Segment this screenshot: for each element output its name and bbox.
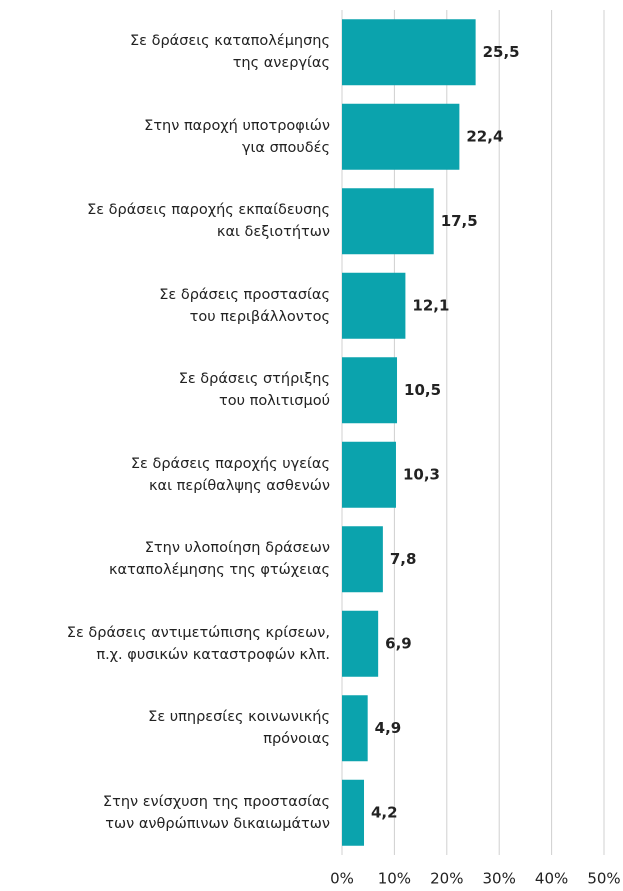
category-label: Σε δράσεις παροχής υγείας και περίθαλψης… [130, 455, 330, 494]
category-label: Σε δράσεις καταπολέμησης της ανεργίας [129, 33, 330, 72]
value-label: 17,5 [441, 212, 478, 230]
value-label: 7,8 [390, 550, 417, 568]
bar [342, 695, 368, 762]
value-label: 6,9 [385, 634, 412, 652]
bar [342, 103, 460, 170]
x-tick-label: 50% [587, 870, 620, 888]
x-tick-label: 40% [535, 870, 568, 888]
category-label: Σε υπηρεσίες κοινωνικής πρόνοιας [148, 709, 330, 748]
bar [342, 272, 406, 339]
category-label: Στην ενίσχυση της προστασίας των ανθρώπι… [102, 793, 330, 832]
category-label: Στην παροχή υποτροφιών για σπουδές [144, 117, 330, 156]
bar [342, 610, 379, 677]
bar [342, 526, 383, 593]
x-tick-label: 20% [430, 870, 463, 888]
value-label: 4,2 [371, 803, 398, 821]
x-tick-label: 30% [483, 870, 516, 888]
category-label: Σε δράσεις αντιμετώπισης κρίσεων, π.χ. φ… [66, 624, 330, 663]
category-label: Στην υλοποίηση δράσεων καταπολέμησης της… [109, 540, 330, 579]
value-label: 10,3 [403, 465, 440, 483]
bar [342, 19, 476, 86]
bar [342, 779, 365, 846]
bar [342, 357, 398, 424]
value-label: 4,9 [375, 719, 402, 737]
value-label: 12,1 [412, 296, 449, 314]
category-label: Σε δράσεις στήριξης του πολιτισμού [178, 371, 330, 410]
bar [342, 441, 396, 508]
bar [342, 188, 434, 255]
value-label: 10,5 [404, 381, 441, 399]
x-tick-label: 10% [378, 870, 411, 888]
category-label: Σε δράσεις προστασίας του περιβάλλοντος [159, 286, 330, 325]
value-label: 22,4 [466, 127, 503, 145]
x-tick-label: 0% [330, 870, 354, 888]
value-label: 25,5 [483, 43, 520, 61]
category-label: Σε δράσεις παροχής εκπαίδευσης και δεξιο… [87, 202, 330, 241]
